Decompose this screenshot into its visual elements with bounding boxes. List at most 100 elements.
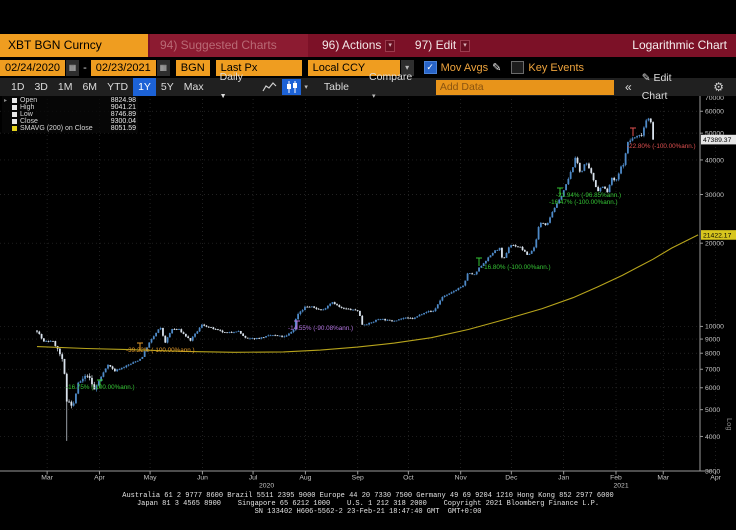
query-bar: 02/24/2020 ▦ - 02/23/2021 ▦ BGN Last Px … <box>0 57 736 78</box>
smavg-label: SMAVG (200) on Close <box>20 125 93 132</box>
chart-annotation: -16.47% (-100.00%ann.) <box>549 199 618 206</box>
candles <box>36 117 654 441</box>
chart-style-dropdown[interactable]: ▾ <box>304 84 308 91</box>
y-axis-tick-label: 8000 <box>705 351 720 358</box>
chart-annotation: -39.22% (-100.00%ann.) <box>126 347 195 354</box>
price-field-select[interactable]: Last Px <box>215 59 302 76</box>
pencil-icon[interactable]: ✎ <box>492 62 502 74</box>
low-label: Low <box>20 111 33 118</box>
chart-annotation: -14.55% (-90.08%ann.) <box>288 325 353 332</box>
open-label: Open <box>20 97 38 104</box>
date-to-input[interactable]: 02/23/2021 <box>90 59 156 76</box>
actions-menu-button[interactable]: 96) Actions ▾ <box>316 34 401 57</box>
x-axis-month-label: Oct <box>403 475 414 482</box>
mov-avgs-checkbox[interactable]: ✓ <box>423 61 437 74</box>
smavg-value: 8051.59 <box>110 125 136 132</box>
sma-price-label <box>701 230 736 240</box>
range-ytd[interactable]: YTD <box>107 81 129 93</box>
mov-avgs-toggle[interactable]: ✓ Mov Avgs <box>423 61 488 74</box>
source-field[interactable]: BGN <box>175 59 210 76</box>
x-axis-month-label: Mar <box>657 475 669 482</box>
x-axis-month-label: Sep <box>352 475 364 482</box>
y-axis-tick-label: 40000 <box>705 157 724 164</box>
last-price-label <box>701 134 736 145</box>
y-axis-tick-label: 9000 <box>705 336 720 343</box>
chart-toolbar: 1D 3D 1M 6M YTD 1Y 5Y Max Daily ▼ ▾ Tabl… <box>0 71 736 102</box>
chevron-down-icon: ▾ <box>460 39 470 52</box>
x-axis-month-label: May <box>144 475 157 482</box>
x-axis-month-label: Feb <box>610 475 622 482</box>
legend-collapse-icon[interactable]: ▸ <box>4 98 8 104</box>
annotations: -22.80% (-100.00%ann.) -21.94% (-96.85%an… <box>66 127 696 391</box>
range-max[interactable]: Max <box>183 81 204 93</box>
compare-button[interactable]: Compare ▾ <box>369 71 413 100</box>
legend-row-low: Low 8746.89 <box>4 111 136 118</box>
high-value: 9041.21 <box>110 104 136 111</box>
key-events-checkbox[interactable] <box>511 61 525 74</box>
table-button[interactable]: Table <box>323 81 350 93</box>
close-swatch <box>12 119 17 124</box>
sma-price-label-text: 21422.17 <box>703 232 732 239</box>
range-5y[interactable]: 5Y <box>160 81 174 93</box>
range-6m[interactable]: 6M <box>82 81 98 93</box>
key-events-toggle[interactable]: Key Events <box>511 61 584 74</box>
ohlc-legend: ▸ Open 8824.98 High 9041.21 Low 8746.89 … <box>2 96 138 133</box>
open-value: 8824.98 <box>110 97 136 104</box>
edit-chart-button[interactable]: ✎ Edit Chart <box>637 69 704 105</box>
x-axis-month-label: Apr <box>710 475 721 482</box>
period-select[interactable]: Daily ▼ <box>219 71 243 100</box>
chevron-down-icon[interactable]: ▾ <box>399 59 414 76</box>
line-chart-icon[interactable] <box>260 79 279 95</box>
chart-type-label: Logarithmic Chart <box>632 38 727 52</box>
high-swatch <box>12 105 17 110</box>
range-1d[interactable]: 1D <box>11 81 25 93</box>
x-axis-month-label: Jun <box>197 475 208 482</box>
range-3d[interactable]: 3D <box>34 81 48 93</box>
x-axis-month-label: Jan <box>558 475 569 482</box>
y-axis-tick-label: 60000 <box>705 109 724 116</box>
x-axis-month-label: Dec <box>505 475 518 482</box>
y-axis-tick-label: 3000 <box>705 468 720 475</box>
suggested-charts-button[interactable]: 94) Suggested Charts <box>150 34 308 57</box>
y-axis-tick-label: 7000 <box>705 367 720 374</box>
y-axis-tick-label: 6000 <box>705 385 720 392</box>
sma-line <box>36 234 699 353</box>
last-price-label-text: 47389.37 <box>703 137 732 144</box>
x-axis-month-label: Nov <box>455 475 468 482</box>
legend-row-high: High 9041.21 <box>4 104 136 111</box>
date-from-input[interactable]: 02/24/2020 <box>0 59 66 76</box>
calendar-icon[interactable]: ▦ <box>65 59 80 76</box>
edit-menu-button[interactable]: 97) Edit ▾ <box>409 34 476 57</box>
y-axis-tick-label: 50000 <box>705 130 724 137</box>
range-1m[interactable]: 1M <box>57 81 73 93</box>
y-axis-tick-label: 20000 <box>705 240 724 247</box>
low-swatch <box>12 112 17 117</box>
y-axis-tick-label: 10000 <box>705 324 724 331</box>
pencil-icon: ✎ <box>641 72 651 84</box>
title-bar: XBT BGN Curncy 94) Suggested Charts 96) … <box>0 34 736 57</box>
candlestick-chart-icon[interactable] <box>282 79 302 95</box>
footer-contact-line: Australia 61 2 9777 8600 Brazil 5511 239… <box>122 492 614 500</box>
ticker-box[interactable]: XBT BGN Curncy <box>0 34 148 57</box>
calendar-icon[interactable]: ▦ <box>155 59 170 76</box>
currency-select[interactable]: Local CCY <box>307 59 400 76</box>
compare-label: Compare <box>369 71 413 83</box>
log-scale-label: Log <box>725 418 734 431</box>
legend-row-close: Close 9300.04 <box>4 118 136 125</box>
collapse-panel-icon[interactable]: « <box>625 80 632 94</box>
low-value: 8746.89 <box>110 111 136 118</box>
gear-icon[interactable]: ⚙ <box>713 80 724 94</box>
x-axis-month-label: Mar <box>41 475 53 482</box>
range-1y-selected[interactable]: 1Y <box>133 78 156 96</box>
y-axis-tick-label: 5000 <box>705 407 720 414</box>
x-axis-month-label: Jul <box>249 475 258 482</box>
y-axis-tick-label: 70000 <box>705 95 724 102</box>
edit-chart-label: Edit Chart <box>641 72 672 102</box>
footer-copyright-line: Japan 81 3 4565 8900 Singapore 65 6212 1… <box>136 500 600 508</box>
date-range-dash: - <box>83 61 87 74</box>
x-axis-month-label: Apr <box>94 475 105 482</box>
edit-label: 97) Edit <box>414 38 457 52</box>
add-data-input[interactable] <box>435 79 615 95</box>
close-label: Close <box>20 118 38 125</box>
x-axis-month-label: Aug <box>299 475 311 482</box>
